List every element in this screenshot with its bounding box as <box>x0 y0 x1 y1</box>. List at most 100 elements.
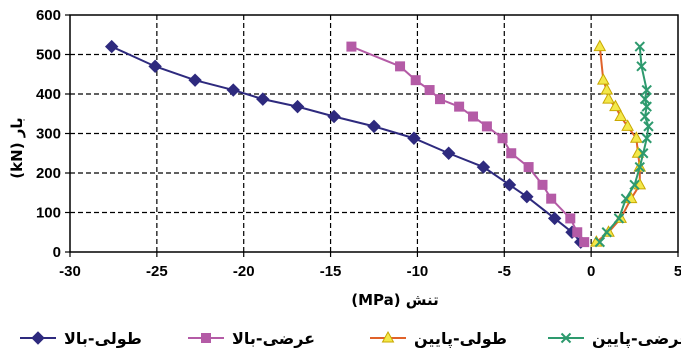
data-point-x-stroke <box>639 93 651 105</box>
data-point-x <box>641 101 652 112</box>
x-tick-label: -10 <box>407 263 429 280</box>
data-point-triangle <box>621 119 634 131</box>
data-point-square <box>506 148 517 159</box>
series-1 <box>104 39 588 249</box>
data-point-square <box>579 237 590 248</box>
data-point-square <box>481 121 492 132</box>
legend-label: طولی-پایین <box>414 329 507 349</box>
data-point-triangle <box>614 109 628 122</box>
data-point-x-stroke <box>594 236 606 248</box>
series-3 <box>590 39 647 247</box>
legend: طولی-بالا عرضی-بالا طولی-پایین عرضی-پایین <box>20 329 681 349</box>
x-tick-labels: -30 -25 -20 -15 -10 -5 0 5 <box>59 263 681 280</box>
legend-label: عرضی-بالا <box>232 329 315 348</box>
data-point-x-stroke <box>613 213 625 224</box>
data-point-triangle <box>629 131 643 143</box>
data-point-x-stroke <box>641 84 652 96</box>
data-point-x-stroke <box>560 332 572 344</box>
data-point-square <box>565 213 576 224</box>
data-point-x <box>636 61 647 72</box>
data-point-x-stroke <box>636 61 647 72</box>
data-point-diamond <box>31 331 45 345</box>
data-point-square <box>201 333 211 343</box>
data-point-x <box>639 93 651 105</box>
y-axis-title: بار (kN) <box>8 117 26 178</box>
data-point-x <box>634 161 645 173</box>
data-point-x-stroke <box>634 161 645 173</box>
data-point-x <box>634 41 645 52</box>
data-point-x <box>601 227 612 238</box>
data-point-diamond <box>502 178 517 192</box>
data-point-square <box>546 193 557 204</box>
data-point-x-stroke <box>639 111 651 122</box>
data-point-x <box>594 236 606 248</box>
data-point-diamond <box>367 119 381 134</box>
data-point-x <box>560 332 572 344</box>
data-point-x-stroke <box>620 193 632 204</box>
legend-item-2: عرضی-بالا <box>188 329 315 348</box>
data-point-triangle <box>609 99 622 112</box>
x-tick-label: -20 <box>233 263 255 280</box>
legend-label: طولی-بالا <box>64 329 142 348</box>
data-point-diamond <box>148 59 162 74</box>
data-point-diamond <box>407 131 421 145</box>
x-tick-label: 0 <box>587 263 595 280</box>
grid-lines <box>70 15 678 252</box>
x-tick-label: -30 <box>59 263 81 280</box>
data-point-square <box>537 179 548 190</box>
axes <box>65 14 679 257</box>
data-point-square <box>572 227 583 238</box>
data-point-x-stroke <box>638 148 649 159</box>
data-point-x <box>641 133 652 144</box>
data-point-x <box>613 213 625 224</box>
data-point-square <box>424 85 435 96</box>
series-2 <box>346 41 590 248</box>
data-point-triangle <box>596 73 610 85</box>
legend-label: عرضی-پایین <box>592 329 681 349</box>
data-point-x <box>620 193 632 204</box>
data-point-triangle <box>381 330 395 343</box>
data-point-x <box>639 111 651 122</box>
data-point-x-stroke <box>641 133 652 144</box>
data-point-x-stroke <box>643 121 654 132</box>
data-point-diamond <box>188 73 202 87</box>
data-point-square <box>346 41 357 52</box>
data-point-square <box>435 94 446 105</box>
data-point-x-stroke <box>629 179 640 191</box>
data-point-x <box>643 121 654 132</box>
y-tick-labels: 0 100 200 300 400 500 600 <box>36 7 61 261</box>
data-point-x <box>629 179 640 191</box>
x-tick-label: -5 <box>498 263 511 280</box>
data-point-square <box>454 101 465 112</box>
y-tick-label: 200 <box>36 165 61 182</box>
data-point-x-stroke <box>601 227 612 238</box>
data-point-diamond <box>290 99 305 114</box>
x-tick-label: 5 <box>674 263 681 280</box>
data-point-triangle <box>602 92 615 104</box>
data-point-x <box>641 84 652 96</box>
data-point-square <box>468 111 479 122</box>
y-tick-label: 300 <box>36 126 61 143</box>
data-point-diamond <box>547 211 562 226</box>
legend-item-1: طولی-بالا <box>20 329 142 348</box>
series-line <box>351 45 586 243</box>
y-tick-label: 500 <box>36 47 61 64</box>
series-line <box>111 45 582 243</box>
data-point-diamond <box>256 92 270 106</box>
x-axis-title: تنش (MPa) <box>351 291 439 309</box>
series-4 <box>594 41 654 248</box>
data-point-diamond <box>104 39 119 54</box>
series-group <box>104 39 654 249</box>
data-point-square <box>410 75 421 86</box>
data-point-triangle <box>593 39 607 52</box>
data-point-diamond <box>327 109 341 124</box>
data-point-x-stroke <box>634 41 645 52</box>
data-point-square <box>395 61 406 72</box>
legend-item-4: عرضی-پایین <box>548 329 681 349</box>
y-tick-label: 100 <box>36 205 61 222</box>
data-point-square <box>497 133 508 144</box>
data-point-diamond <box>520 189 534 204</box>
y-tick-label: 0 <box>53 244 61 261</box>
data-point-diamond <box>226 83 240 97</box>
